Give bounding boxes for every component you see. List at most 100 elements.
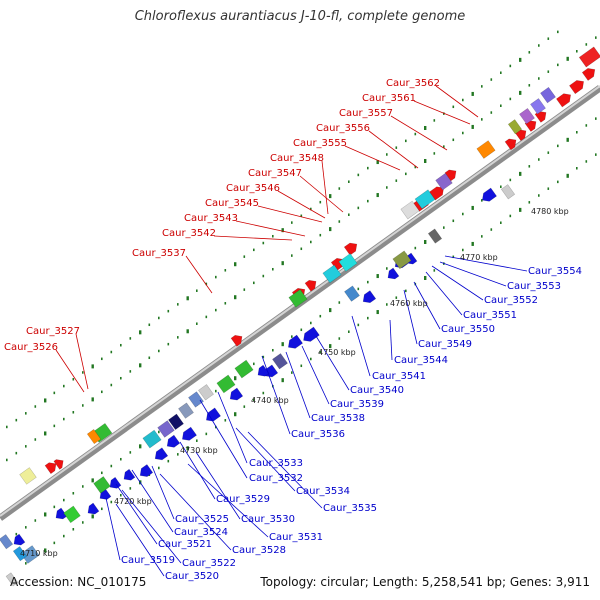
gene-label[interactable]: Caur_3528 bbox=[232, 545, 286, 556]
gene-label[interactable]: Caur_3536 bbox=[291, 429, 345, 440]
position-tick bbox=[538, 194, 540, 197]
gene-label[interactable]: Caur_3545 bbox=[205, 198, 259, 209]
gene-label[interactable]: Caur_3555 bbox=[293, 138, 347, 149]
gene-block bbox=[507, 119, 523, 135]
gene-label[interactable]: Caur_3548 bbox=[270, 153, 324, 164]
gene-feature bbox=[272, 353, 288, 370]
genome-stats: Topology: circular; Length: 5,258,541 bp… bbox=[260, 575, 590, 589]
gene-feature bbox=[63, 505, 81, 524]
position-tick bbox=[34, 519, 37, 522]
gene-block bbox=[216, 374, 236, 394]
gene-feature bbox=[427, 228, 443, 244]
gene-label[interactable]: Caur_3535 bbox=[323, 503, 377, 514]
gene-label[interactable]: Caur_3521 bbox=[158, 539, 212, 550]
position-tick bbox=[538, 44, 540, 47]
position-tick bbox=[101, 471, 103, 475]
gene-label[interactable]: Caur_3562 bbox=[386, 78, 440, 89]
gene-label[interactable]: Caur_3552 bbox=[484, 295, 538, 306]
gene-label[interactable]: Caur_3549 bbox=[418, 339, 472, 350]
kbp-markers: 4710 kbp 4720 kbp 4730 kbp 4740 kbp 4750… bbox=[20, 207, 569, 558]
gene-label[interactable]: Caur_3540 bbox=[350, 385, 404, 396]
position-tick bbox=[319, 200, 322, 204]
gene-feature bbox=[304, 279, 317, 292]
gene-feature bbox=[206, 407, 221, 422]
gene-feature bbox=[338, 253, 358, 272]
position-tick bbox=[186, 329, 189, 334]
position-tick bbox=[367, 280, 369, 284]
gene-label[interactable]: Caur_3547 bbox=[248, 168, 302, 179]
gene-block bbox=[168, 413, 184, 430]
gene-label[interactable]: Caur_3551 bbox=[463, 310, 517, 321]
gene-label[interactable]: Caur_3561 bbox=[362, 93, 416, 104]
gene-label[interactable]: Caur_3556 bbox=[316, 123, 370, 134]
gene-arrow bbox=[482, 187, 497, 202]
gene-arrow bbox=[569, 80, 584, 95]
gene-label[interactable]: Caur_3537 bbox=[132, 248, 186, 259]
leader-line bbox=[75, 333, 89, 390]
position-tick bbox=[329, 194, 332, 199]
gene-label[interactable]: Caur_3519 bbox=[121, 555, 175, 566]
gene-feature bbox=[12, 546, 28, 562]
gene-label[interactable]: Caur_3534 bbox=[296, 486, 350, 497]
gene-label[interactable]: Caur_3522 bbox=[182, 558, 236, 569]
position-tick bbox=[538, 158, 540, 161]
gene-label[interactable]: Caur_3524 bbox=[174, 527, 228, 538]
gene-label[interactable]: Caur_3525 bbox=[175, 514, 229, 525]
position-tick bbox=[129, 487, 132, 490]
position-tick bbox=[490, 78, 493, 81]
gene-label[interactable]: Caur_3520 bbox=[165, 571, 219, 582]
gene-label[interactable]: Caur_3546 bbox=[226, 183, 280, 194]
gene-feature bbox=[142, 429, 162, 449]
position-tick bbox=[196, 439, 198, 442]
position-tick bbox=[205, 282, 208, 286]
position-tick bbox=[215, 425, 217, 429]
gene-label[interactable]: Caur_3544 bbox=[394, 355, 448, 366]
position-tick bbox=[452, 255, 455, 259]
position-tick bbox=[34, 438, 37, 441]
gene-block bbox=[178, 402, 194, 419]
gene-label[interactable]: Caur_3543 bbox=[184, 213, 238, 224]
position-tick bbox=[291, 371, 293, 374]
gene-label[interactable]: Caur_3531 bbox=[269, 532, 323, 543]
gene-label[interactable]: Caur_3554 bbox=[528, 266, 582, 277]
gene-label[interactable]: Caur_3533 bbox=[249, 458, 303, 469]
gene-label[interactable]: Caur_3557 bbox=[339, 108, 393, 119]
gene-label[interactable]: Caur_3539 bbox=[330, 399, 384, 410]
position-tick bbox=[386, 153, 388, 156]
kbp-marker: 4720 kbp bbox=[114, 497, 152, 506]
leader-line bbox=[435, 85, 479, 118]
position-tick bbox=[452, 105, 455, 109]
position-tick bbox=[177, 303, 179, 306]
gene-label[interactable]: Caur_3542 bbox=[162, 228, 216, 239]
leader-line bbox=[425, 271, 463, 316]
gene-label[interactable]: Caur_3550 bbox=[441, 324, 495, 335]
position-tick bbox=[82, 521, 84, 524]
gene-feature bbox=[519, 108, 535, 125]
gene-feature bbox=[123, 468, 136, 481]
gene-label[interactable]: Caur_3527 bbox=[26, 326, 80, 337]
gene-feature bbox=[530, 98, 546, 115]
gene-feature bbox=[157, 420, 175, 438]
position-tick bbox=[319, 350, 322, 354]
position-tick bbox=[300, 328, 303, 332]
position-tick bbox=[224, 269, 227, 272]
gene-feature bbox=[303, 326, 320, 342]
gene-feature bbox=[216, 374, 236, 394]
gene-feature bbox=[109, 476, 122, 489]
gene-feature bbox=[139, 464, 154, 477]
gene-label[interactable]: Caur_3553 bbox=[507, 281, 561, 292]
leader-line bbox=[299, 175, 344, 213]
gene-label[interactable]: Caur_3538 bbox=[311, 413, 365, 424]
gene-label[interactable]: Caur_3526 bbox=[4, 342, 58, 353]
gene-label[interactable]: Caur_3532 bbox=[249, 473, 303, 484]
gene-feature bbox=[540, 86, 556, 104]
gene-block bbox=[5, 572, 19, 587]
gene-label[interactable]: Caur_3529 bbox=[216, 494, 270, 505]
gene-label[interactable]: Caur_3541 bbox=[372, 371, 426, 382]
position-tick bbox=[547, 37, 550, 40]
position-tick bbox=[129, 337, 132, 340]
position-tick bbox=[481, 85, 483, 88]
position-tick bbox=[72, 411, 75, 414]
gene-label[interactable]: Caur_3530 bbox=[241, 514, 295, 525]
